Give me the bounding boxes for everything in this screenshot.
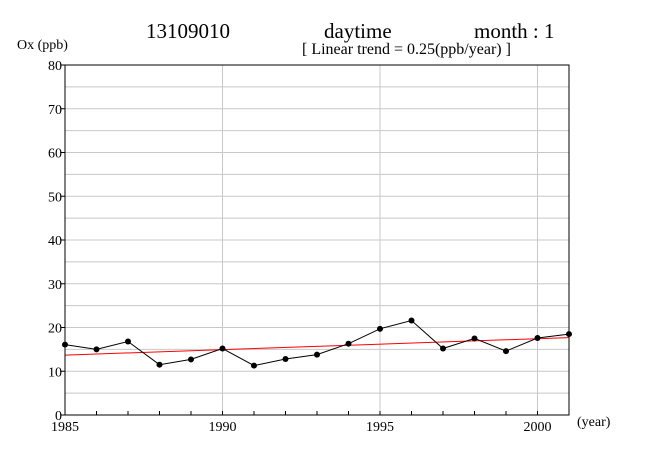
- data-point: [408, 317, 415, 324]
- ticks: 0 10 20 30 40 50 60 70 80 1985 1990 1995 2000: [48, 59, 570, 435]
- plot-frame: [64, 64, 570, 416]
- data-point: [93, 346, 100, 353]
- y-tick-label: 60: [48, 147, 62, 162]
- y-tick-label: 40: [48, 234, 62, 249]
- trend-label: [ Linear trend = 0.25(ppb/year) ]: [302, 41, 511, 58]
- data-point: [156, 361, 163, 368]
- data-point: [345, 340, 352, 347]
- x-tick-label: 1985: [51, 420, 79, 435]
- x-axis-label: (year): [577, 415, 611, 430]
- y-tick-label: 20: [48, 322, 62, 337]
- data-point: [440, 345, 446, 352]
- data-point: [188, 356, 194, 363]
- data-point: [377, 325, 383, 332]
- y-tick-label: 30: [48, 278, 62, 293]
- grid: [65, 65, 569, 415]
- y-tick-label: 0: [55, 409, 62, 424]
- station-id: 13109010: [146, 19, 230, 43]
- data-point: [219, 345, 226, 352]
- y-tick-label: 70: [48, 103, 62, 118]
- x-tick-label: 2000: [524, 420, 552, 435]
- month-label: month : 1: [474, 19, 555, 43]
- y-tick-label: 10: [48, 365, 62, 380]
- data-point: [125, 338, 131, 345]
- x-tick-label: 1995: [366, 420, 394, 435]
- y-tick-label: 50: [48, 190, 62, 205]
- x-tick-label: 1990: [209, 420, 237, 435]
- y-tick-label: 80: [48, 59, 62, 74]
- series: [62, 317, 572, 369]
- data-point: [471, 335, 478, 342]
- period-label: daytime: [324, 19, 392, 43]
- data-point: [282, 356, 289, 362]
- y-axis-label: Ox (ppb): [17, 38, 68, 53]
- data-point: [534, 335, 541, 341]
- data-point: [314, 351, 320, 358]
- data-point: [251, 362, 257, 369]
- trend-line: [64, 337, 570, 356]
- data-point: [503, 348, 509, 355]
